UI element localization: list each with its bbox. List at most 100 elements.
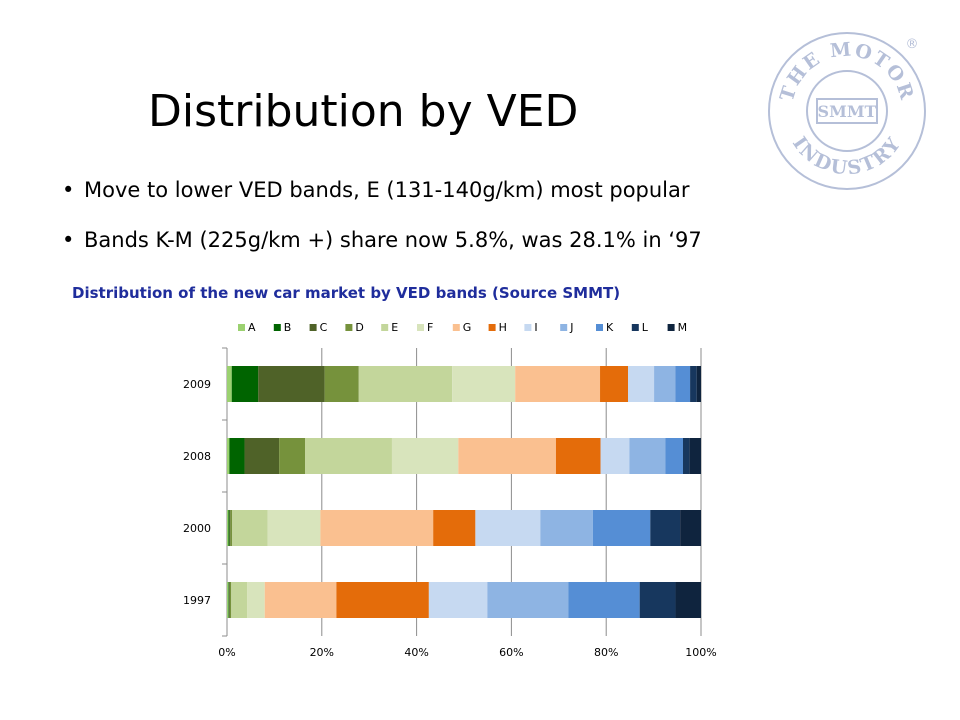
category-label: 2000 — [183, 522, 211, 535]
bar-segment-D-2009 — [324, 366, 359, 402]
logo-registered-mark: ® — [906, 37, 919, 52]
legend-swatch-A — [238, 324, 245, 331]
legend-label: G — [463, 321, 472, 334]
category-label: 2009 — [183, 378, 211, 391]
legend-label: A — [248, 321, 256, 334]
logo-center-box — [816, 98, 878, 124]
legend-swatch-F — [417, 324, 424, 331]
legend-swatch-M — [667, 324, 675, 331]
x-tick-label: 0% — [218, 646, 235, 659]
bullet-text: Move to lower VED bands, E (131-140g/km)… — [84, 178, 690, 202]
bar-segment-F-1997 — [247, 582, 265, 618]
bar-segment-H-2009 — [600, 366, 629, 402]
legend-swatch-K — [596, 324, 603, 331]
bar-segment-B-2000 — [228, 510, 230, 546]
bar-segment-D-1997 — [229, 582, 232, 618]
legend-swatch-C — [309, 324, 317, 331]
bar-segment-K-2008 — [665, 438, 683, 474]
legend-label: J — [569, 321, 573, 334]
legend-swatch-B — [273, 324, 281, 331]
bar-segment-E-2009 — [358, 366, 453, 402]
bar-segment-E-1997 — [231, 582, 248, 618]
bar-segment-H-2008 — [555, 438, 601, 474]
svg-text:INDUSTRY: INDUSTRY — [788, 132, 906, 179]
category-label: 1997 — [183, 594, 211, 607]
bar-segment-C-2000 — [229, 510, 231, 546]
bar-segment-G-2000 — [320, 510, 434, 546]
bar-segment-A-2009 — [227, 366, 232, 402]
legend-label: E — [391, 321, 398, 334]
bar-segment-D-2008 — [279, 438, 306, 474]
x-tick-label: 60% — [499, 646, 523, 659]
bar-segment-F-2008 — [391, 438, 459, 474]
legend-label: K — [606, 321, 614, 334]
bar-segment-B-2009 — [231, 366, 259, 402]
legend-swatch-L — [631, 324, 639, 331]
slide-title: Distribution by VED — [148, 86, 579, 137]
legend-swatch-E — [381, 324, 389, 331]
legend-label: H — [499, 321, 507, 334]
bar-segment-M-2009 — [696, 366, 701, 402]
legend-label: I — [534, 321, 537, 334]
bar-segment-K-1997 — [568, 582, 640, 618]
bar-segment-F-2000 — [267, 510, 321, 546]
legend-swatch-I — [524, 324, 532, 331]
x-tick-label: 20% — [310, 646, 334, 659]
bar-segment-J-2000 — [540, 510, 593, 546]
bullet-item: • Move to lower VED bands, E (131-140g/km… — [62, 178, 702, 228]
bar-segment-L-2009 — [690, 366, 697, 402]
bar-segment-A-2000 — [227, 510, 229, 546]
legend-label: B — [284, 321, 292, 334]
bar-segment-I-2000 — [475, 510, 541, 546]
bar-segment-H-2000 — [433, 510, 476, 546]
bar-segment-K-2000 — [592, 510, 651, 546]
smmt-logo: THE MOTOR INDUSTRY SMMT ® — [768, 32, 926, 190]
bar-segment-F-2009 — [452, 366, 516, 402]
bullet-dot: • — [62, 228, 75, 252]
bar-segment-C-1997 — [228, 582, 230, 618]
bullet-dot: • — [62, 178, 75, 202]
bar-segment-A-1997 — [227, 582, 229, 618]
bullet-text: Bands K-M (225g/km +) share now 5.8%, wa… — [84, 228, 702, 252]
chart-caption: Distribution of the new car market by VE… — [72, 284, 621, 302]
bar-segment-I-2009 — [628, 366, 655, 402]
bar-segment-L-1997 — [639, 582, 676, 618]
bar-segment-K-2009 — [675, 366, 691, 402]
bar-segment-H-1997 — [336, 582, 429, 618]
bar-segment-G-2008 — [458, 438, 556, 474]
bar-segment-G-2009 — [515, 366, 601, 402]
legend-label: M — [678, 321, 688, 334]
bar-segment-L-2000 — [650, 510, 681, 546]
bar-segment-C-2009 — [258, 366, 325, 402]
bar-segment-M-2008 — [689, 438, 701, 474]
logo-center-text: SMMT — [818, 102, 877, 121]
legend-label: L — [642, 321, 649, 334]
legend-swatch-D — [345, 324, 353, 331]
x-tick-label: 80% — [594, 646, 618, 659]
bar-segment-J-2008 — [629, 438, 666, 474]
bar-segment-A-2008 — [227, 438, 230, 474]
bar-segment-C-2008 — [244, 438, 280, 474]
legend-swatch-G — [452, 324, 460, 331]
bar-segment-M-2000 — [680, 510, 701, 546]
bar-segment-E-2008 — [305, 438, 392, 474]
x-tick-label: 40% — [404, 646, 428, 659]
bullet-item: • Bands K-M (225g/km +) share now 5.8%, w… — [62, 228, 702, 278]
legend-swatch-J — [560, 324, 568, 331]
bar-segment-I-2008 — [600, 438, 630, 474]
bar-segment-B-2008 — [229, 438, 245, 474]
logo-outer-ring — [768, 32, 926, 190]
bar-segment-J-1997 — [487, 582, 569, 618]
bar-segment-E-2000 — [232, 510, 268, 546]
legend-label: F — [427, 321, 433, 334]
category-label: 2008 — [183, 450, 211, 463]
bar-segment-L-2008 — [682, 438, 690, 474]
logo-ring-text-bottom: INDUSTRY — [788, 132, 904, 179]
legend-swatch-H — [488, 324, 496, 331]
bar-segment-M-1997 — [675, 582, 701, 618]
bar-segment-G-1997 — [264, 582, 337, 618]
legend-label: C — [320, 321, 328, 334]
bar-segment-I-1997 — [428, 582, 488, 618]
logo-inner-ring — [806, 70, 888, 152]
ved-stacked-bar-chart: 0% 20% 40% 60% 80% 100% 2009 2008 2000 1997 A B C D E F… — [183, 321, 717, 659]
